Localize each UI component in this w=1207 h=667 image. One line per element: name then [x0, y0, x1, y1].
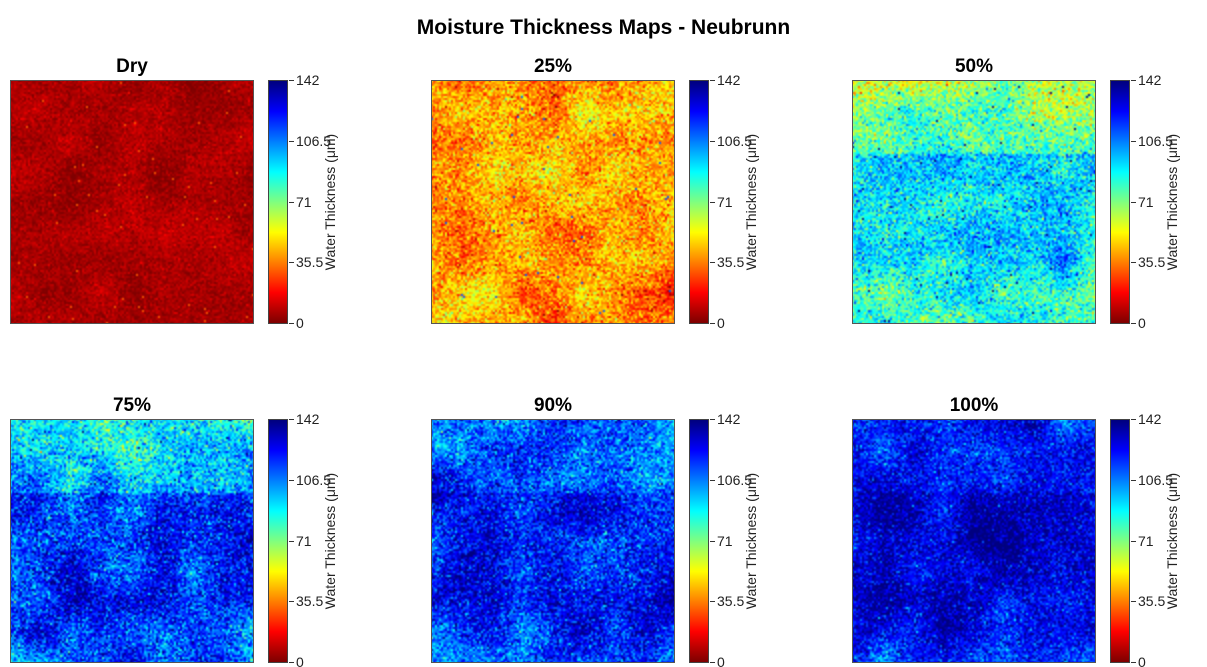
- colorbar-tick-label: 35.5: [1138, 254, 1166, 270]
- colorbar-tick: [289, 480, 294, 481]
- colorbar-label: Water Thickness (μm): [1164, 133, 1180, 271]
- panel-title: 75%: [112, 395, 152, 416]
- colorbar-tick-label: 142: [1138, 411, 1162, 427]
- colorbar-tick: [1131, 662, 1136, 663]
- colorbar-tick: [710, 141, 715, 142]
- panel-title: 25%: [533, 56, 573, 77]
- colorbar-tick-label: 142: [1138, 72, 1162, 88]
- colorbar-tick-label: 142: [296, 72, 320, 88]
- colorbar-tick: [289, 662, 294, 663]
- colorbar-tick-label: 35.5: [296, 254, 324, 270]
- colorbar-label: Water Thickness (μm): [1164, 472, 1180, 610]
- colorbar-tick: [1131, 80, 1136, 81]
- heatmap-frame: [10, 419, 254, 663]
- colorbar-tick: [289, 541, 294, 542]
- colorbar-tick: [289, 202, 294, 203]
- colorbar-tick: [710, 262, 715, 263]
- colorbar-tick-label: 71: [1138, 194, 1154, 210]
- colorbar: [689, 419, 709, 663]
- colorbar-tick-label: 71: [296, 533, 312, 549]
- panel-title: 100%: [949, 395, 999, 416]
- panel-title: Dry: [116, 56, 148, 77]
- heatmap-frame: [852, 419, 1096, 663]
- colorbar-tick-label: 106.5: [717, 133, 753, 149]
- heatmap-frame: [852, 80, 1096, 324]
- colorbar-tick-label: 71: [717, 194, 733, 210]
- colorbar-tick: [710, 541, 715, 542]
- colorbar-tick: [289, 419, 294, 420]
- colorbar-tick-label: 35.5: [1138, 593, 1166, 609]
- heatmap-image: [431, 80, 675, 324]
- colorbar-tick: [710, 662, 715, 663]
- colorbar-tick-label: 35.5: [296, 593, 324, 609]
- colorbar-tick: [1131, 419, 1136, 420]
- heatmap-image: [852, 80, 1096, 324]
- colorbar-tick-label: 106.5: [296, 133, 332, 149]
- colorbar-tick-label: 0: [1138, 654, 1146, 667]
- colorbar-tick: [1131, 541, 1136, 542]
- colorbar-tick: [289, 141, 294, 142]
- colorbar-tick-label: 35.5: [717, 593, 745, 609]
- colorbar: [1110, 419, 1130, 663]
- colorbar-tick: [710, 601, 715, 602]
- colorbar-label: Water Thickness (μm): [743, 472, 759, 610]
- colorbar-tick: [1131, 202, 1136, 203]
- colorbar-tick: [1131, 323, 1136, 324]
- colorbar-tick: [1131, 262, 1136, 263]
- heatmap-image: [10, 80, 254, 324]
- colorbar-tick-label: 106.5: [1138, 472, 1174, 488]
- colorbar-tick-label: 106.5: [296, 472, 332, 488]
- colorbar-tick-label: 0: [717, 315, 725, 331]
- colorbar-tick: [1131, 601, 1136, 602]
- colorbar-tick: [710, 419, 715, 420]
- colorbar-tick-label: 35.5: [717, 254, 745, 270]
- colorbar: [268, 419, 288, 663]
- colorbar-tick: [289, 601, 294, 602]
- colorbar-tick-label: 142: [296, 411, 320, 427]
- colorbar-tick-label: 0: [296, 654, 304, 667]
- colorbar-tick: [289, 80, 294, 81]
- colorbar-tick-label: 142: [717, 72, 741, 88]
- heatmap-image: [852, 419, 1096, 663]
- colorbar-tick-label: 142: [717, 411, 741, 427]
- colorbar-tick-label: 71: [717, 533, 733, 549]
- colorbar-tick: [710, 80, 715, 81]
- colorbar-tick: [1131, 480, 1136, 481]
- colorbar-tick: [1131, 141, 1136, 142]
- colorbar-tick-label: 0: [1138, 315, 1146, 331]
- heatmap-image: [10, 419, 254, 663]
- heatmap-image: [431, 419, 675, 663]
- colorbar-label: Water Thickness (μm): [743, 133, 759, 271]
- colorbar-label: Water Thickness (μm): [322, 133, 338, 271]
- panel-title: 50%: [954, 56, 994, 77]
- colorbar-label: Water Thickness (μm): [322, 472, 338, 610]
- colorbar-tick-label: 71: [296, 194, 312, 210]
- colorbar-tick: [710, 202, 715, 203]
- colorbar-tick-label: 0: [717, 654, 725, 667]
- colorbar: [268, 80, 288, 324]
- colorbar-tick: [710, 323, 715, 324]
- colorbar: [1110, 80, 1130, 324]
- colorbar-tick-label: 71: [1138, 533, 1154, 549]
- heatmap-frame: [10, 80, 254, 324]
- colorbar-tick-label: 106.5: [717, 472, 753, 488]
- colorbar-tick: [289, 262, 294, 263]
- colorbar-tick: [289, 323, 294, 324]
- chart-title: Moisture Thickness Maps - Neubrunn: [416, 16, 791, 39]
- heatmap-frame: [431, 419, 675, 663]
- colorbar-tick: [710, 480, 715, 481]
- colorbar-tick-label: 106.5: [1138, 133, 1174, 149]
- colorbar: [689, 80, 709, 324]
- panel-title: 90%: [533, 395, 573, 416]
- heatmap-frame: [431, 80, 675, 324]
- colorbar-tick-label: 0: [296, 315, 304, 331]
